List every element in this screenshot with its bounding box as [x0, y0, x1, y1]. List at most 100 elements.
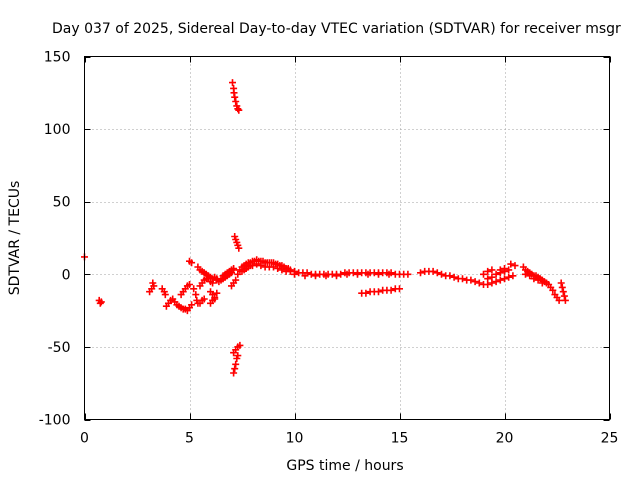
data-point	[387, 286, 395, 294]
data-point	[501, 275, 508, 283]
data-point	[522, 270, 529, 278]
x-tick-label: 20	[496, 431, 514, 447]
data-point	[236, 341, 244, 349]
data-point	[97, 298, 105, 306]
data-point	[438, 270, 445, 278]
data-point	[270, 263, 277, 271]
data-point	[188, 301, 196, 309]
data-point	[211, 295, 219, 303]
y-tick-label: -50	[48, 340, 71, 356]
data-point	[396, 285, 403, 293]
data-point	[322, 272, 330, 280]
x-tick-label: 5	[185, 431, 194, 447]
data-point	[558, 283, 566, 291]
data-point	[232, 360, 240, 368]
data-point	[561, 296, 569, 304]
data-point	[471, 278, 479, 286]
data-point	[235, 106, 243, 114]
data-point	[230, 265, 238, 272]
data-point	[301, 272, 309, 280]
data-point	[429, 267, 437, 275]
data-point	[235, 244, 243, 252]
y-axis-label: SDTVAR / TECUs	[7, 181, 23, 296]
gridlines	[84, 56, 610, 420]
data-point	[274, 265, 282, 272]
data-point	[213, 289, 221, 297]
data-point	[375, 270, 382, 278]
data-point	[488, 273, 496, 281]
data-point	[188, 259, 196, 267]
data-point	[505, 266, 513, 274]
data-point	[354, 270, 361, 278]
data-point	[312, 272, 319, 280]
data-point	[475, 279, 483, 287]
data-point	[385, 270, 393, 278]
data-point	[333, 272, 340, 280]
plot-frame	[84, 56, 610, 420]
data-point	[362, 289, 370, 297]
data-point	[404, 270, 412, 278]
data-point	[234, 352, 242, 360]
data-points	[81, 79, 569, 377]
x-tick-label: 0	[80, 431, 89, 447]
data-point	[492, 270, 500, 278]
data-point	[511, 262, 519, 270]
data-point	[375, 288, 382, 296]
data-point	[209, 279, 217, 287]
data-point	[231, 93, 239, 101]
data-point	[501, 265, 508, 272]
data-point	[459, 275, 466, 283]
data-point	[343, 270, 351, 278]
data-point	[557, 279, 565, 287]
data-point	[192, 291, 200, 299]
data-point	[291, 270, 298, 278]
x-axis-label: GPS time / hours	[286, 458, 403, 474]
y-tick-label: 50	[53, 195, 71, 211]
data-point	[530, 275, 538, 283]
data-point	[161, 291, 169, 299]
data-point	[559, 288, 567, 296]
data-point	[538, 279, 546, 287]
data-point	[480, 270, 487, 278]
data-point	[446, 272, 454, 280]
data-point	[278, 266, 286, 274]
data-point	[496, 276, 504, 284]
data-point	[232, 98, 240, 105]
data-point	[492, 278, 500, 286]
data-point	[549, 286, 557, 294]
data-point	[560, 292, 568, 300]
data-point	[467, 276, 475, 284]
data-point	[450, 273, 458, 281]
data-point	[257, 262, 265, 270]
data-point	[417, 269, 424, 277]
data-point	[96, 299, 104, 307]
x-tick-label: 25	[601, 431, 619, 447]
data-point	[200, 295, 208, 303]
y-tick-label: -100	[39, 413, 71, 429]
data-point	[555, 296, 563, 304]
data-point	[433, 269, 441, 277]
data-point	[234, 270, 242, 278]
data-point	[150, 282, 158, 290]
data-point	[190, 285, 198, 293]
x-tick-labels: 0 5 10 15 20 25	[80, 431, 618, 447]
x-tick-label: 15	[391, 431, 409, 447]
data-point	[507, 260, 515, 268]
data-point	[496, 266, 504, 274]
data-point	[526, 272, 534, 280]
data-point	[249, 262, 256, 270]
data-point	[534, 276, 542, 284]
y-tick-label: 150	[44, 50, 71, 66]
data-point	[505, 273, 513, 281]
data-point	[234, 105, 242, 113]
data-point	[253, 260, 261, 268]
y-tick-label: 0	[62, 267, 71, 283]
data-point	[232, 276, 240, 284]
data-point	[364, 270, 372, 278]
data-point	[484, 275, 492, 283]
y-tick-label: 100	[44, 122, 71, 138]
data-point	[229, 79, 236, 87]
data-point	[337, 270, 345, 278]
data-point	[484, 267, 492, 275]
data-point	[488, 266, 496, 274]
